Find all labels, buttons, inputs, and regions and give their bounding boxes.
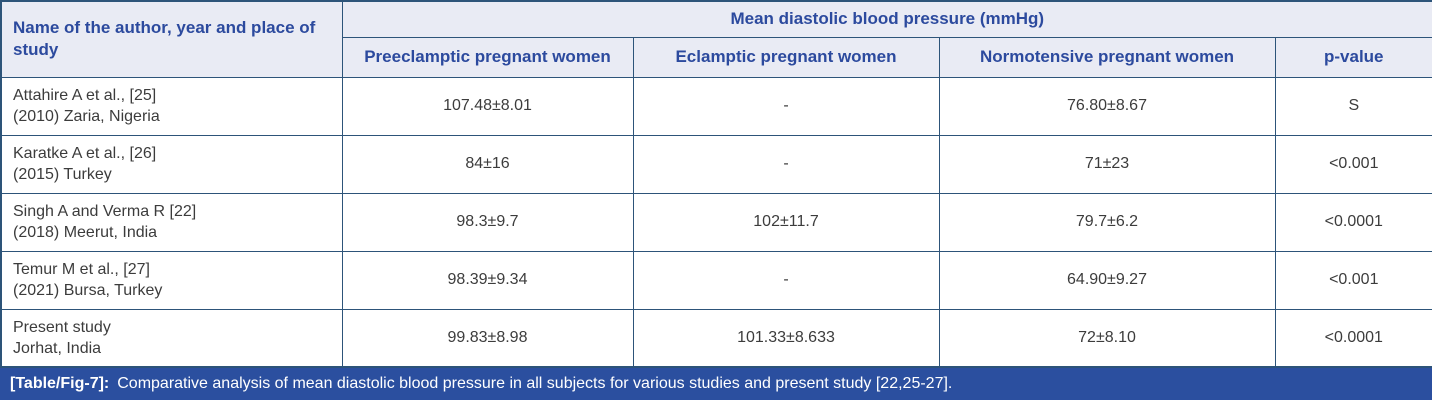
table-row: Temur M et al., [27] (2021) Bursa, Turkey… xyxy=(0,250,1432,310)
cell-normotensive-value: 79.7±6.2 xyxy=(938,192,1276,252)
sub-header-eclamptic: Eclamptic pregnant women xyxy=(632,36,940,78)
column-header-author-year-place: Name of the author, year and place of st… xyxy=(0,0,343,78)
cell-p-value: <0.0001 xyxy=(1274,192,1432,252)
cell-study-name: Karatke A et al., [26] (2015) Turkey xyxy=(0,134,343,194)
table-caption: [Table/Fig-7]: Comparative analysis of m… xyxy=(0,368,1432,400)
cell-study-name: Attahire A et al., [25] (2010) Zaria, Nig… xyxy=(0,76,343,136)
blood-pressure-comparison-table: Name of the author, year and place of st… xyxy=(0,0,1432,368)
cell-p-value: <0.001 xyxy=(1274,134,1432,194)
cell-normotensive-value: 71±23 xyxy=(938,134,1276,194)
cell-preeclamptic-value: 99.83±8.98 xyxy=(341,308,634,368)
cell-eclamptic-value: - xyxy=(632,250,940,310)
sub-header-preeclamptic: Preeclamptic pregnant women xyxy=(341,36,634,78)
study-author-line: Karatke A et al., [26] xyxy=(13,144,157,162)
cell-normotensive-value: 64.90±9.27 xyxy=(938,250,1276,310)
cell-normotensive-value: 72±8.10 xyxy=(938,308,1276,368)
study-author-line: Present study xyxy=(13,318,111,336)
table-header: Name of the author, year and place of st… xyxy=(0,0,1432,78)
study-place-line: (2010) Zaria, Nigeria xyxy=(13,108,160,125)
cell-preeclamptic-value: 84±16 xyxy=(341,134,634,194)
study-place-line: (2015) Turkey xyxy=(13,166,112,183)
cell-preeclamptic-value: 98.39±9.34 xyxy=(341,250,634,310)
sub-header-normotensive: Normotensive pregnant women xyxy=(938,36,1276,78)
cell-eclamptic-value: - xyxy=(632,134,940,194)
table-row: Singh A and Verma R [22] (2018) Meerut, I… xyxy=(0,192,1432,252)
cell-p-value: S xyxy=(1274,76,1432,136)
study-author-line: Singh A and Verma R [22] xyxy=(13,202,197,220)
cell-normotensive-value: 76.80±8.67 xyxy=(938,76,1276,136)
cell-eclamptic-value: - xyxy=(632,76,940,136)
cell-eclamptic-value: 101.33±8.633 xyxy=(632,308,940,368)
study-author-line: Temur M et al., [27] xyxy=(13,260,150,278)
cell-study-name: Temur M et al., [27] (2021) Bursa, Turkey xyxy=(0,250,343,310)
column-group-header-mean-diastolic-bp: Mean diastolic blood pressure (mmHg) xyxy=(341,0,1432,38)
sub-header-p-value: p-value xyxy=(1274,36,1432,78)
cell-study-name: Present study Jorhat, India xyxy=(0,308,343,368)
table-row: Attahire A et al., [25] (2010) Zaria, Nig… xyxy=(0,76,1432,136)
sub-header-row: Preeclamptic pregnant women Eclamptic pre… xyxy=(1,36,1432,78)
study-place-line: (2018) Meerut, India xyxy=(13,224,158,241)
cell-preeclamptic-value: 98.3±9.7 xyxy=(341,192,634,252)
cell-p-value: <0.0001 xyxy=(1274,308,1432,368)
cell-p-value: <0.001 xyxy=(1274,250,1432,310)
table-row: Karatke A et al., [26] (2015) Turkey 84±16… xyxy=(0,134,1432,194)
table-body: Attahire A et al., [25] (2010) Zaria, Nig… xyxy=(0,76,1432,368)
cell-study-name: Singh A and Verma R [22] (2018) Meerut, I… xyxy=(0,192,343,252)
study-author-line: Attahire A et al., [25] xyxy=(13,86,157,104)
table-row: Present study Jorhat, India 99.83±8.98 101.… xyxy=(0,308,1432,368)
caption-text: Comparative analysis of mean diastolic b… xyxy=(117,375,953,392)
cell-preeclamptic-value: 107.48±8.01 xyxy=(341,76,634,136)
cell-eclamptic-value: 102±11.7 xyxy=(632,192,940,252)
study-place-line: Jorhat, India xyxy=(13,339,102,357)
study-place-line: (2021) Bursa, Turkey xyxy=(13,282,163,299)
caption-label: [Table/Fig-7]: xyxy=(10,375,110,392)
